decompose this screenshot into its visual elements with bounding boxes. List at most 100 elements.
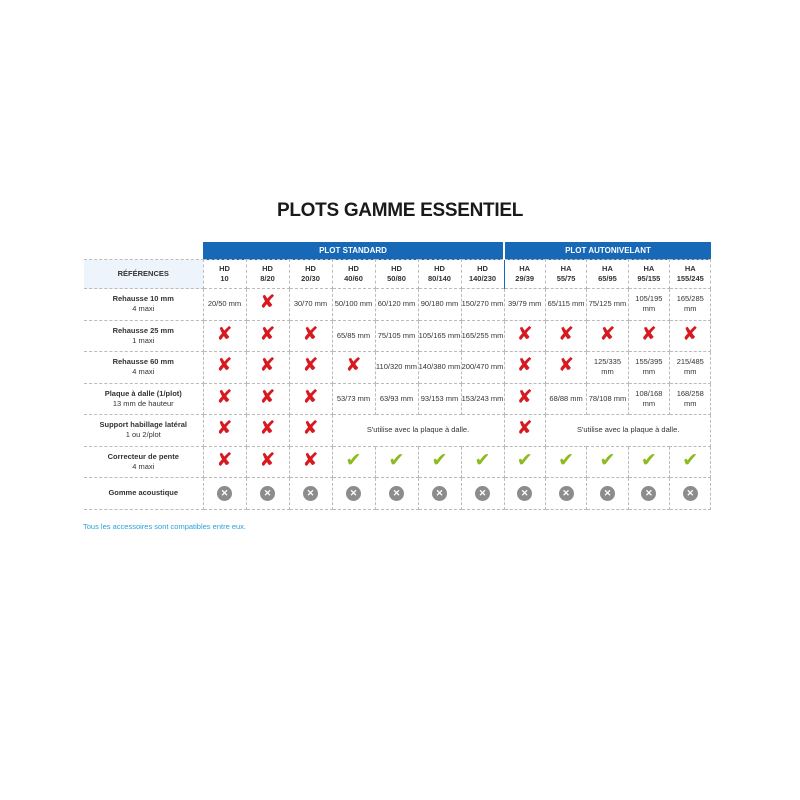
column-series: HD: [477, 264, 488, 273]
column-header: HA 29/39: [504, 259, 546, 289]
table-cell: ✔: [628, 446, 671, 478]
table-cell: ✔: [545, 446, 588, 478]
row-label: Gomme acoustique: [84, 477, 204, 510]
table-cell: 30/70 mm: [289, 288, 333, 321]
cell-value: 68/88 mm: [549, 393, 583, 403]
table-cell: 50/100 mm: [332, 288, 376, 321]
check-icon: ✔: [345, 448, 362, 471]
row-subtitle: 4 maxi: [132, 461, 155, 471]
table-row: Rehausse 10 mm 4 maxi 20/50 mm ✘ 30/70 mm 50/…: [84, 288, 712, 321]
cross-icon: ✘: [640, 322, 657, 345]
gomme-icon: ✕: [641, 485, 657, 501]
table-cell: ✕: [418, 477, 462, 510]
table-cell: 165/285 mm: [669, 288, 712, 321]
gomme-icon: ✕: [217, 485, 232, 501]
table-cell: 165/255 mm: [461, 320, 505, 352]
cross-icon: ✘: [558, 354, 575, 377]
cross-icon: ✘: [345, 354, 362, 377]
cell-value: S'utilise avec la plaque à dalle.: [577, 425, 680, 435]
gomme-icon: ✕: [432, 485, 447, 501]
table-cell: ✘: [545, 320, 588, 352]
cell-value: 200/470 mm: [461, 362, 504, 372]
references-header: RÉFÉRENCES: [84, 259, 204, 289]
row-label: Plaque à dalle (1/plot) 13 mm de hauteur: [84, 383, 204, 415]
cell-value: 53/73 mm: [336, 393, 371, 403]
table-cell: 53/73 mm: [332, 383, 376, 415]
cell-value: 50/100 mm: [334, 299, 373, 309]
table-cell: ✕: [586, 477, 629, 510]
column-series: HA: [643, 264, 655, 273]
row-subtitle: 1 ou 2/plot: [125, 430, 161, 440]
row-label: Rehausse 25 mm 1 maxi: [84, 320, 204, 352]
column-series: HD: [305, 264, 316, 273]
group-standard: PLOT STANDARD: [203, 242, 505, 260]
cell-value: 65/115 mm: [547, 299, 585, 309]
cross-icon: ✘: [516, 385, 533, 408]
table-cell: ✘: [545, 351, 588, 384]
table-cell: 108/168 mm: [628, 383, 671, 415]
column-size: 20/30: [301, 274, 320, 283]
column-series: HD: [219, 264, 230, 273]
cross-icon: ✘: [216, 417, 233, 440]
gomme-icon: ✕: [303, 485, 318, 501]
table-cell: ✕: [203, 477, 247, 510]
column-size: 29/39: [515, 274, 535, 283]
column-header: HD 10: [203, 259, 247, 289]
table-cell: 39/79 mm: [504, 288, 546, 321]
row-subtitle: 1 maxi: [132, 335, 155, 345]
gomme-icon: ✕: [389, 485, 404, 501]
table-cell: 65/115 mm: [545, 288, 588, 321]
column-size: 95/155: [637, 274, 661, 283]
check-icon: ✔: [599, 448, 616, 471]
table-row: Correcteur de pente 4 maxi ✘ ✘ ✘ ✔ ✔ ✔ ✔ ✔ ✔ ✔ ✔ ✔: [84, 446, 712, 478]
cross-icon: ✘: [259, 385, 276, 408]
cell-value: 78/108 mm: [588, 393, 627, 403]
table-cell: ✔: [332, 446, 376, 478]
cross-icon: ✘: [216, 322, 233, 345]
table-cell: 90/180 mm: [418, 288, 462, 321]
gomme-icon: ✕: [475, 485, 490, 501]
table-cell: ✘: [289, 383, 333, 415]
column-series: HA: [684, 264, 696, 273]
cross-icon: ✘: [302, 354, 319, 377]
column-size: 55/75: [556, 274, 576, 283]
column-size: 80/140: [428, 274, 451, 283]
cross-icon: ✘: [516, 322, 533, 345]
cross-icon: ✘: [259, 322, 276, 345]
column-series: HA: [519, 264, 531, 273]
table-cell: ✘: [246, 351, 290, 384]
gomme-icon: ✕: [682, 485, 698, 501]
table-cell: 93/153 mm: [418, 383, 462, 415]
table-cell: 105/165 mm: [418, 320, 462, 352]
table-cell: ✘: [203, 383, 247, 415]
column-size: 140/230: [468, 274, 497, 283]
column-size: 8/20: [260, 274, 275, 283]
table-cell: 125/335 mm: [586, 351, 629, 384]
cross-icon: ✘: [216, 354, 233, 377]
cell-value: 65/85 mm: [336, 330, 371, 340]
page-title: PLOTS GAMME ESSENTIEL: [277, 200, 523, 221]
table-cell: ✘: [246, 414, 290, 447]
table-cell: ✘: [332, 351, 376, 384]
cross-icon: ✘: [259, 448, 276, 471]
table-cell: 20/50 mm: [203, 288, 247, 321]
cross-icon: ✘: [216, 448, 233, 471]
row-subtitle: 13 mm de hauteur: [112, 398, 174, 408]
table-cell: ✘: [669, 320, 712, 352]
column-size: 10: [220, 274, 229, 283]
row-title: Gomme acoustique: [108, 488, 179, 498]
row-subtitle: 4 maxi: [132, 367, 155, 377]
row-title: Rehausse 25 mm: [112, 325, 174, 335]
column-series: HA: [560, 264, 572, 273]
gomme-icon: ✕: [346, 485, 361, 501]
cell-value: 165/255 mm: [461, 330, 504, 340]
table-cell: ✘: [504, 414, 546, 447]
table-row: Gomme acoustique ✕ ✕ ✕ ✕ ✕ ✕ ✕ ✕ ✕ ✕ ✕ ✕: [84, 477, 712, 510]
column-header: HD 40/60: [332, 259, 376, 289]
table-cell: 60/120 mm: [375, 288, 419, 321]
column-series: HD: [348, 264, 359, 273]
column-header: HA 65/95: [586, 259, 629, 289]
table-cell: ✘: [246, 320, 290, 352]
table-cell: ✔: [461, 446, 505, 478]
check-icon: ✔: [558, 448, 575, 471]
